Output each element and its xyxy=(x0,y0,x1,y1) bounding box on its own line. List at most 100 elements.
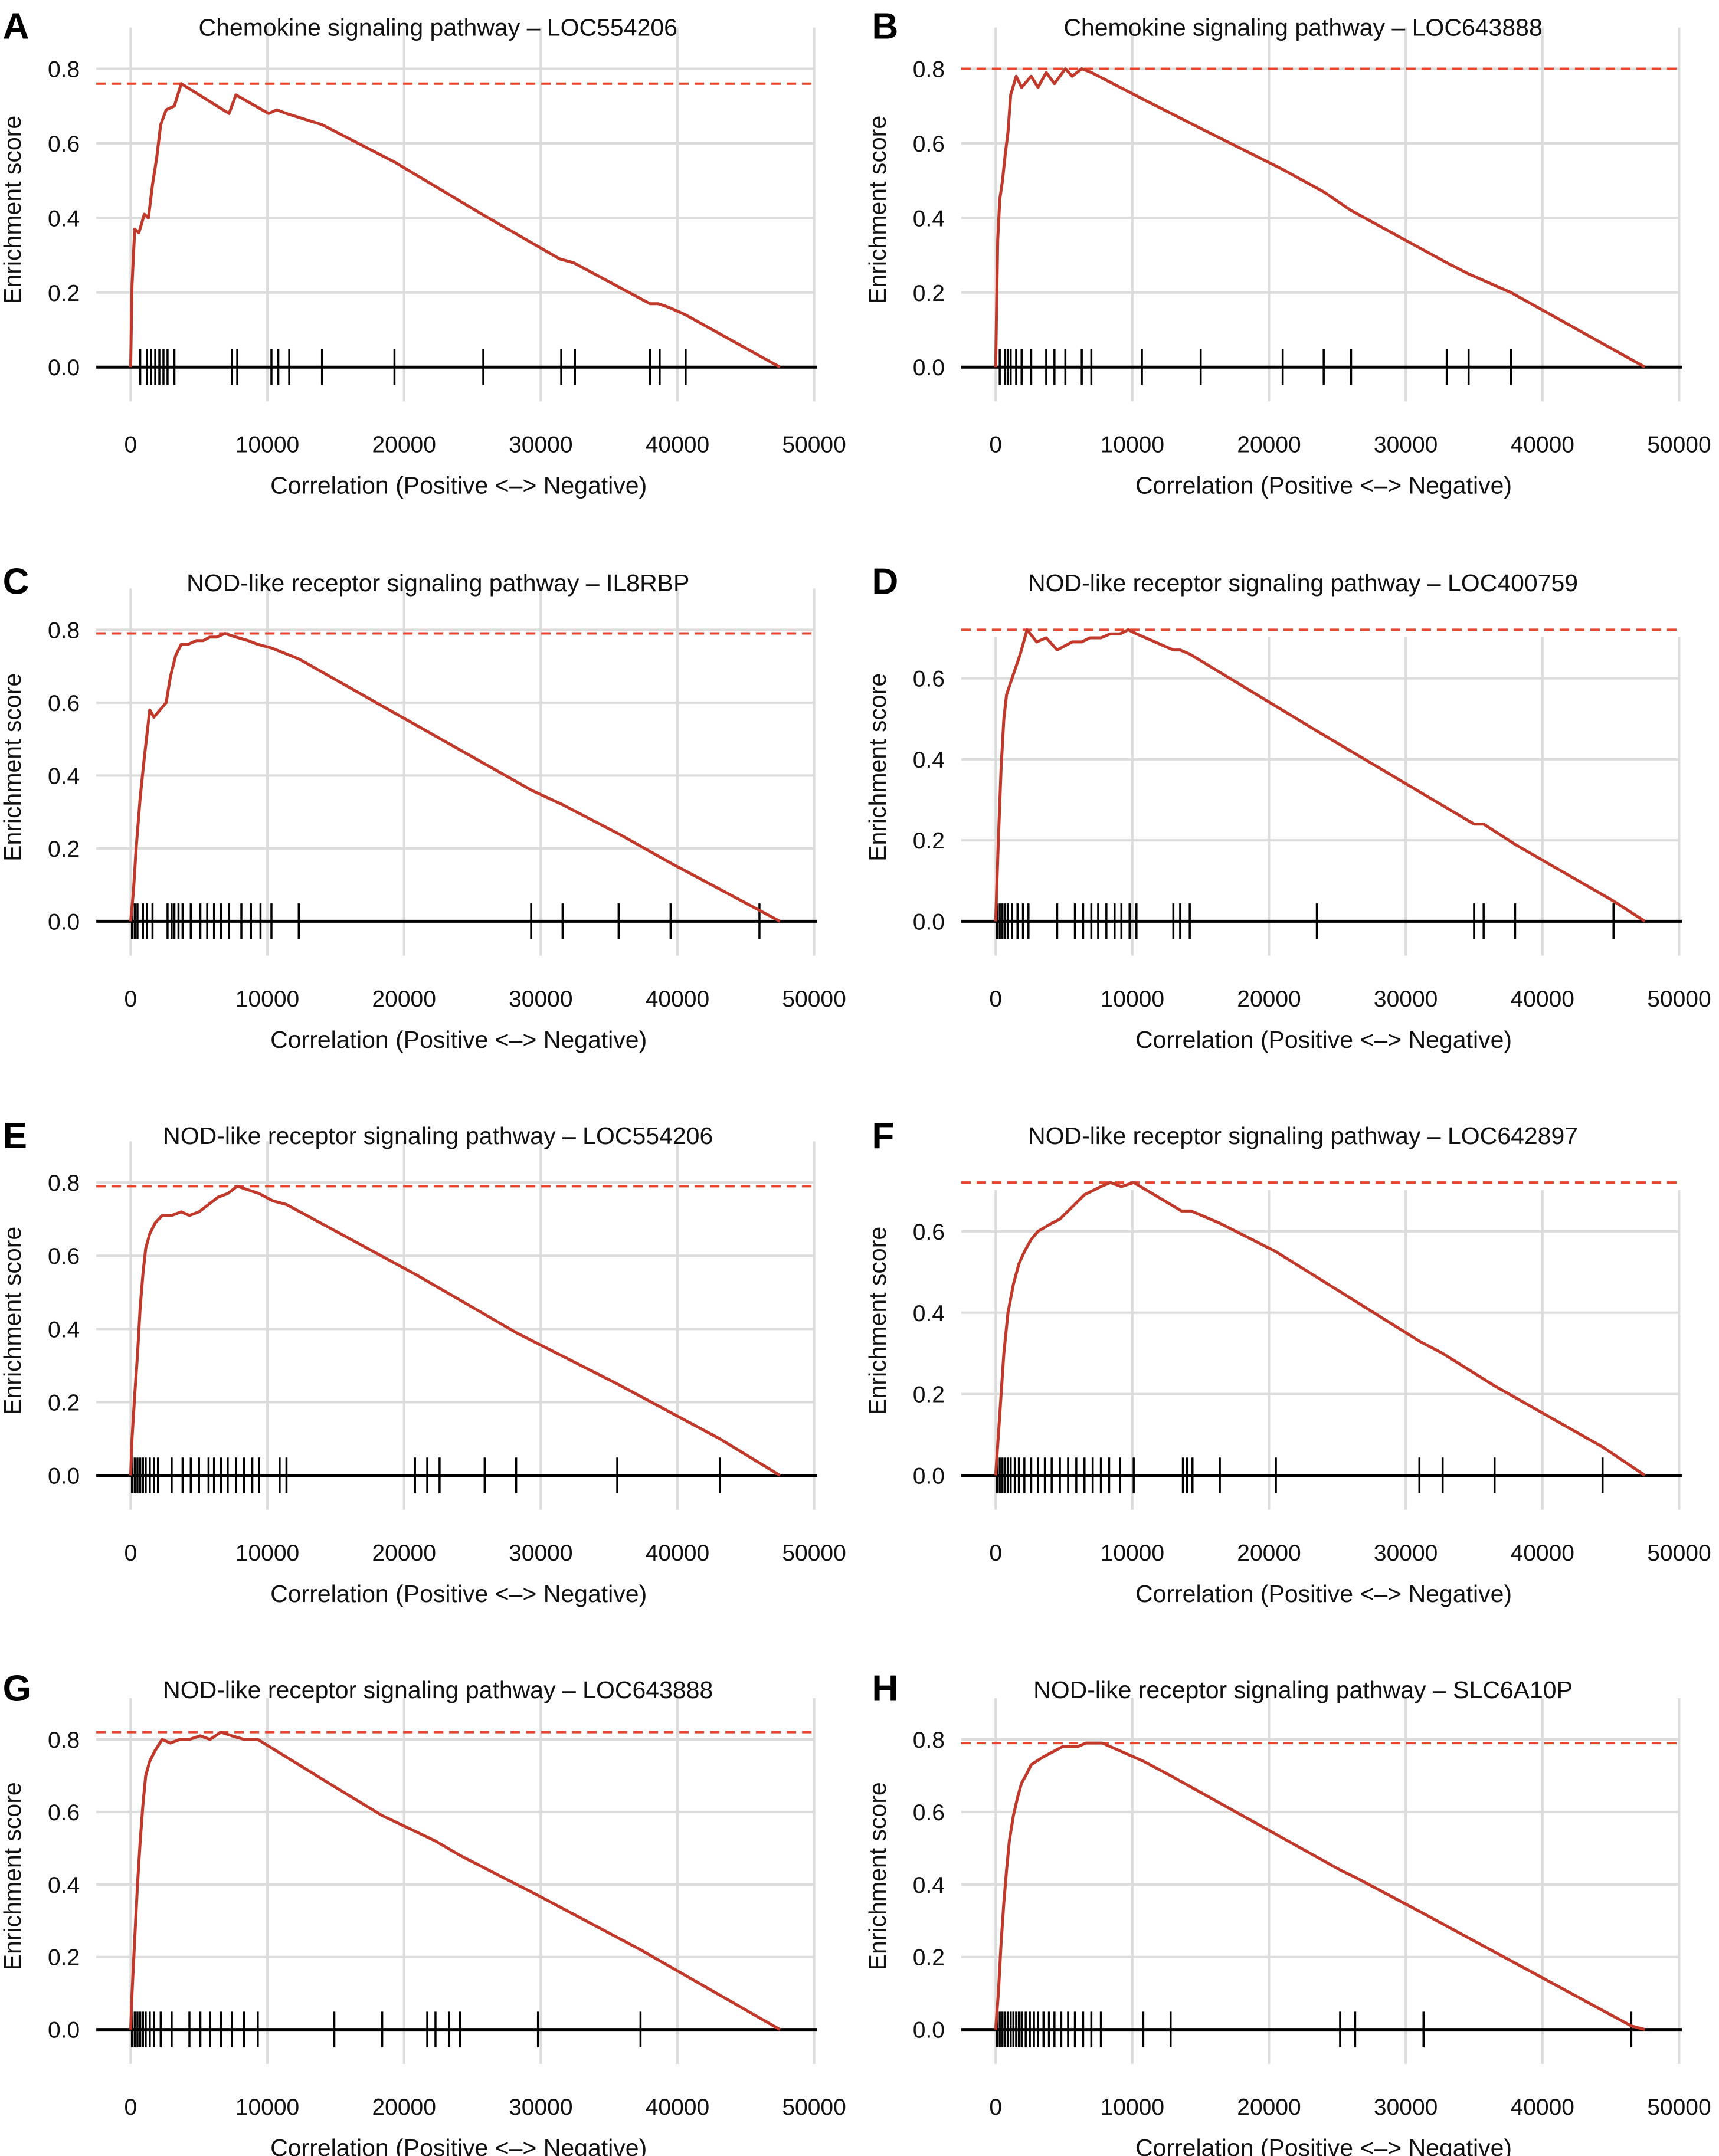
y-tick-label: 0.2 xyxy=(913,1382,945,1408)
y-tick-label: 0.8 xyxy=(48,618,80,643)
y-tick-label: 0.4 xyxy=(913,1301,945,1326)
y-tick-label: 0.2 xyxy=(48,837,80,862)
y-tick-label: 0.0 xyxy=(48,355,80,381)
panel-title: Chemokine signaling pathway – LOC643888 xyxy=(1063,14,1542,41)
x-tick-label: 50000 xyxy=(782,432,846,458)
y-tick-label: 0.4 xyxy=(48,1873,80,1898)
hit-ticks xyxy=(998,349,1512,385)
panel-title: NOD-like receptor signaling pathway – IL… xyxy=(186,569,689,597)
panel-e: 0 10000 20000 30000 40000 50000 0.0 0.2 0.4 0.6 0.… xyxy=(0,1116,846,1607)
x-axis-label: Correlation (Positive <–> Negative) xyxy=(270,1580,647,1607)
x-tick-label: 0 xyxy=(125,432,137,458)
y-tick-label: 0.0 xyxy=(48,1464,80,1489)
y-tick-label: 0.8 xyxy=(913,1728,945,1753)
y-tick-label: 0.6 xyxy=(913,1800,945,1826)
hit-ticks xyxy=(996,1457,1604,1493)
x-tick-label: 20000 xyxy=(372,432,436,458)
y-axis-label: Enrichment score xyxy=(0,116,26,304)
y-tick-label: 0.6 xyxy=(48,132,80,157)
x-tick-label: 10000 xyxy=(235,1541,299,1566)
x-tick-label: 20000 xyxy=(1237,2095,1301,2120)
y-tick-label: 0.4 xyxy=(913,206,945,231)
x-axis-label: Correlation (Positive <–> Negative) xyxy=(270,2134,647,2156)
x-tick-label: 50000 xyxy=(782,987,846,1012)
x-tick-label: 30000 xyxy=(509,1541,572,1566)
x-tick-label: 20000 xyxy=(1237,1541,1301,1566)
x-tick-label: 40000 xyxy=(646,987,709,1012)
x-tick-label: 0 xyxy=(989,2095,1002,2120)
hit-ticks xyxy=(139,349,687,385)
y-tick-label: 0.8 xyxy=(913,57,945,83)
y-tick-label: 0.8 xyxy=(48,57,80,83)
panel-letter: D xyxy=(872,562,898,602)
panel-title: NOD-like receptor signaling pathway – SL… xyxy=(1033,1676,1573,1703)
y-tick-label: 0.4 xyxy=(48,764,80,789)
y-axis-label: Enrichment score xyxy=(0,673,26,861)
y-axis-label: Enrichment score xyxy=(864,673,891,861)
panel-title: NOD-like receptor signaling pathway – LO… xyxy=(163,1676,713,1703)
x-tick-label: 10000 xyxy=(235,432,299,458)
x-tick-label: 10000 xyxy=(1101,1541,1164,1566)
panel-a: 0 10000 20000 30000 40000 50000 0.0 0.2 0.4 0.6 0.… xyxy=(0,6,846,499)
x-tick-label: 10000 xyxy=(235,2095,299,2120)
x-tick-label: 0 xyxy=(989,1541,1002,1566)
enrichment-curve xyxy=(994,1181,1646,1477)
y-axis-label: Enrichment score xyxy=(864,116,891,304)
y-tick-label: 0.2 xyxy=(48,1945,80,1971)
x-tick-label: 40000 xyxy=(1511,987,1574,1012)
y-tick-label: 0.0 xyxy=(48,2018,80,2043)
x-tick-label: 10000 xyxy=(235,987,299,1012)
x-axis-label: Correlation (Positive <–> Negative) xyxy=(1135,472,1512,499)
x-tick-label: 40000 xyxy=(646,2095,709,2120)
panel-c: 0 10000 20000 30000 40000 50000 0.0 0.2 0.4 0.6 0.… xyxy=(0,562,846,1053)
y-tick-label: 0.8 xyxy=(48,1171,80,1196)
hit-ticks xyxy=(996,903,1615,939)
panel-d: 0 10000 20000 30000 40000 50000 0.0 0.2 0.4 0.6 Co… xyxy=(864,562,1711,1053)
x-tick-label: 10000 xyxy=(1101,987,1164,1012)
x-tick-label: 0 xyxy=(125,2095,137,2120)
x-tick-label: 30000 xyxy=(509,2095,572,2120)
y-tick-label: 0.6 xyxy=(48,1800,80,1826)
x-tick-label: 40000 xyxy=(646,432,709,458)
x-axis-label: Correlation (Positive <–> Negative) xyxy=(1135,1026,1512,1053)
y-tick-label: 0.4 xyxy=(48,206,80,231)
x-tick-label: 0 xyxy=(125,1541,137,1566)
x-axis-label: Correlation (Positive <–> Negative) xyxy=(1135,2134,1512,2156)
x-tick-label: 20000 xyxy=(372,2095,436,2120)
y-tick-label: 0.4 xyxy=(48,1317,80,1342)
x-tick-label: 50000 xyxy=(1647,432,1711,458)
panel-f: 0 10000 20000 30000 40000 50000 0.0 0.2 0.4 0.6 Co… xyxy=(864,1116,1711,1607)
x-axis-label: Correlation (Positive <–> Negative) xyxy=(270,1026,647,1053)
x-tick-label: 0 xyxy=(125,987,137,1012)
y-tick-label: 0.2 xyxy=(48,1390,80,1416)
x-tick-label: 40000 xyxy=(646,1541,709,1566)
y-tick-label: 0.6 xyxy=(48,691,80,716)
x-tick-label: 40000 xyxy=(1511,1541,1574,1566)
y-tick-label: 0.2 xyxy=(913,281,945,306)
x-tick-label: 50000 xyxy=(782,2095,846,2120)
x-tick-label: 50000 xyxy=(1647,2095,1711,2120)
hit-ticks xyxy=(130,903,761,939)
panel-letter: A xyxy=(3,6,30,47)
y-tick-label: 0.0 xyxy=(913,355,945,381)
y-tick-label: 0.4 xyxy=(913,1873,945,1898)
y-tick-label: 0.2 xyxy=(913,828,945,854)
x-tick-label: 0 xyxy=(989,432,1002,458)
y-tick-label: 0.4 xyxy=(913,748,945,773)
x-tick-label: 10000 xyxy=(1101,432,1164,458)
panel-letter: B xyxy=(872,6,898,47)
panel-title: NOD-like receptor signaling pathway – LO… xyxy=(1028,1122,1578,1149)
y-tick-label: 0.0 xyxy=(913,2018,945,2043)
x-tick-label: 40000 xyxy=(1511,2095,1574,2120)
panel-title: NOD-like receptor signaling pathway – LO… xyxy=(1028,569,1578,597)
y-axis-label: Enrichment score xyxy=(864,1227,891,1415)
enrichment-curve xyxy=(129,1731,781,2031)
x-tick-label: 20000 xyxy=(1237,987,1301,1012)
hit-ticks xyxy=(130,1457,721,1493)
panel-letter: E xyxy=(3,1116,27,1156)
x-tick-label: 30000 xyxy=(1374,987,1438,1012)
x-tick-label: 30000 xyxy=(509,987,572,1012)
enrichment-curve xyxy=(994,1741,1646,2032)
x-tick-label: 30000 xyxy=(509,432,572,458)
